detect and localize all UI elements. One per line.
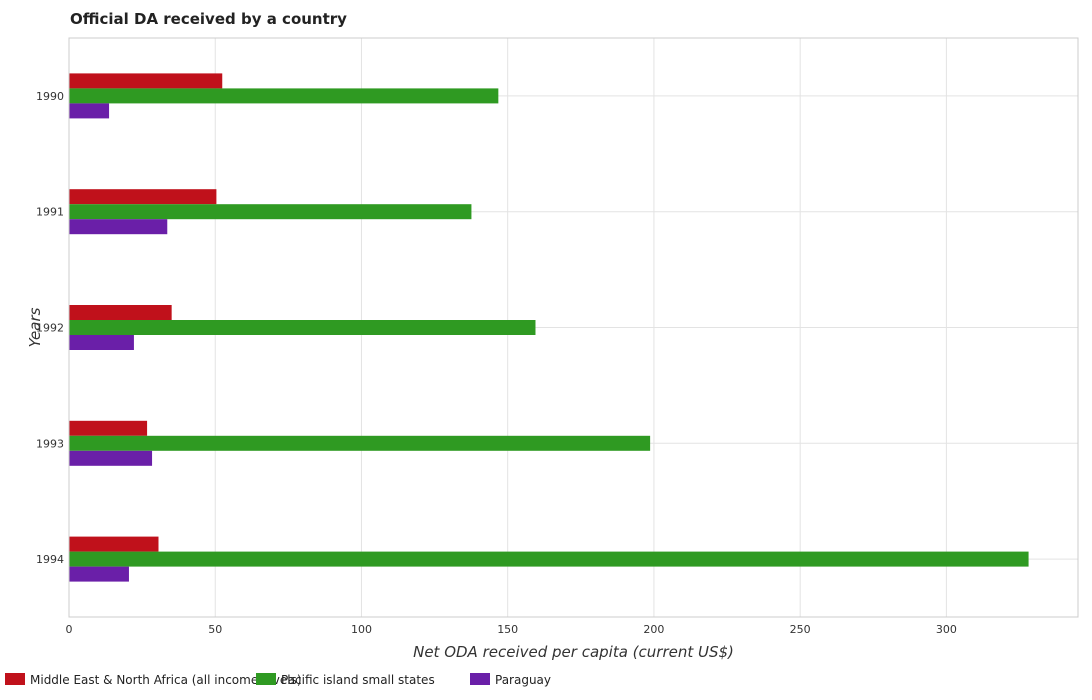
y-tick-labels: 1990 1991 1992 1993 1994 — [36, 90, 64, 566]
bar-1990-series-2 — [69, 103, 110, 119]
x-tick-label: 150 — [497, 623, 518, 636]
x-tick-label: 50 — [208, 623, 222, 636]
x-tick-label: 200 — [643, 623, 664, 636]
legend-swatch-1 — [256, 673, 276, 685]
x-tick-label: 100 — [351, 623, 372, 636]
legend-label-1: Pacific island small states — [281, 673, 435, 687]
bar-1990-series-0 — [69, 73, 223, 89]
y-tick-label: 1994 — [36, 553, 64, 566]
x-tick-label: 250 — [790, 623, 811, 636]
legend-label-2: Paraguay — [495, 673, 551, 687]
legend-label-0: Middle East & North Africa (all income l… — [30, 673, 302, 687]
bar-1993-series-2 — [69, 450, 153, 466]
bar-1993-series-0 — [69, 420, 148, 436]
bar-1994-series-2 — [69, 566, 129, 582]
bars — [69, 73, 1029, 582]
bar-1991-series-2 — [69, 219, 168, 235]
y-tick-label: 1991 — [36, 206, 64, 219]
y-tick-label: 1992 — [36, 322, 64, 335]
legend: Middle East & North Africa (all income l… — [5, 673, 551, 687]
bar-1992-series-2 — [69, 335, 134, 350]
y-axis-label: Years — [26, 307, 44, 347]
x-tick-label: 300 — [936, 623, 957, 636]
bar-1992-series-1 — [69, 320, 536, 335]
legend-swatch-2 — [470, 673, 490, 685]
legend-swatch-0 — [5, 673, 25, 685]
bar-1994-series-0 — [69, 536, 159, 552]
x-tick-labels: 0 50 100 150 200 250 300 — [66, 623, 957, 636]
y-tick-label: 1993 — [36, 437, 64, 450]
plot-frame — [68, 37, 1079, 618]
bar-1992-series-0 — [69, 305, 172, 320]
x-axis-label: Net ODA received per capita (current US$… — [413, 643, 734, 661]
x-tick-label: 0 — [66, 623, 73, 636]
bar-1991-series-0 — [69, 189, 217, 205]
bar-1990-series-1 — [69, 88, 499, 104]
chart-title: Official DA received by a country — [70, 10, 347, 28]
bar-1991-series-1 — [69, 204, 472, 220]
bar-1993-series-1 — [69, 435, 651, 451]
y-tick-label: 1990 — [36, 90, 64, 103]
bar-1994-series-1 — [69, 551, 1029, 567]
